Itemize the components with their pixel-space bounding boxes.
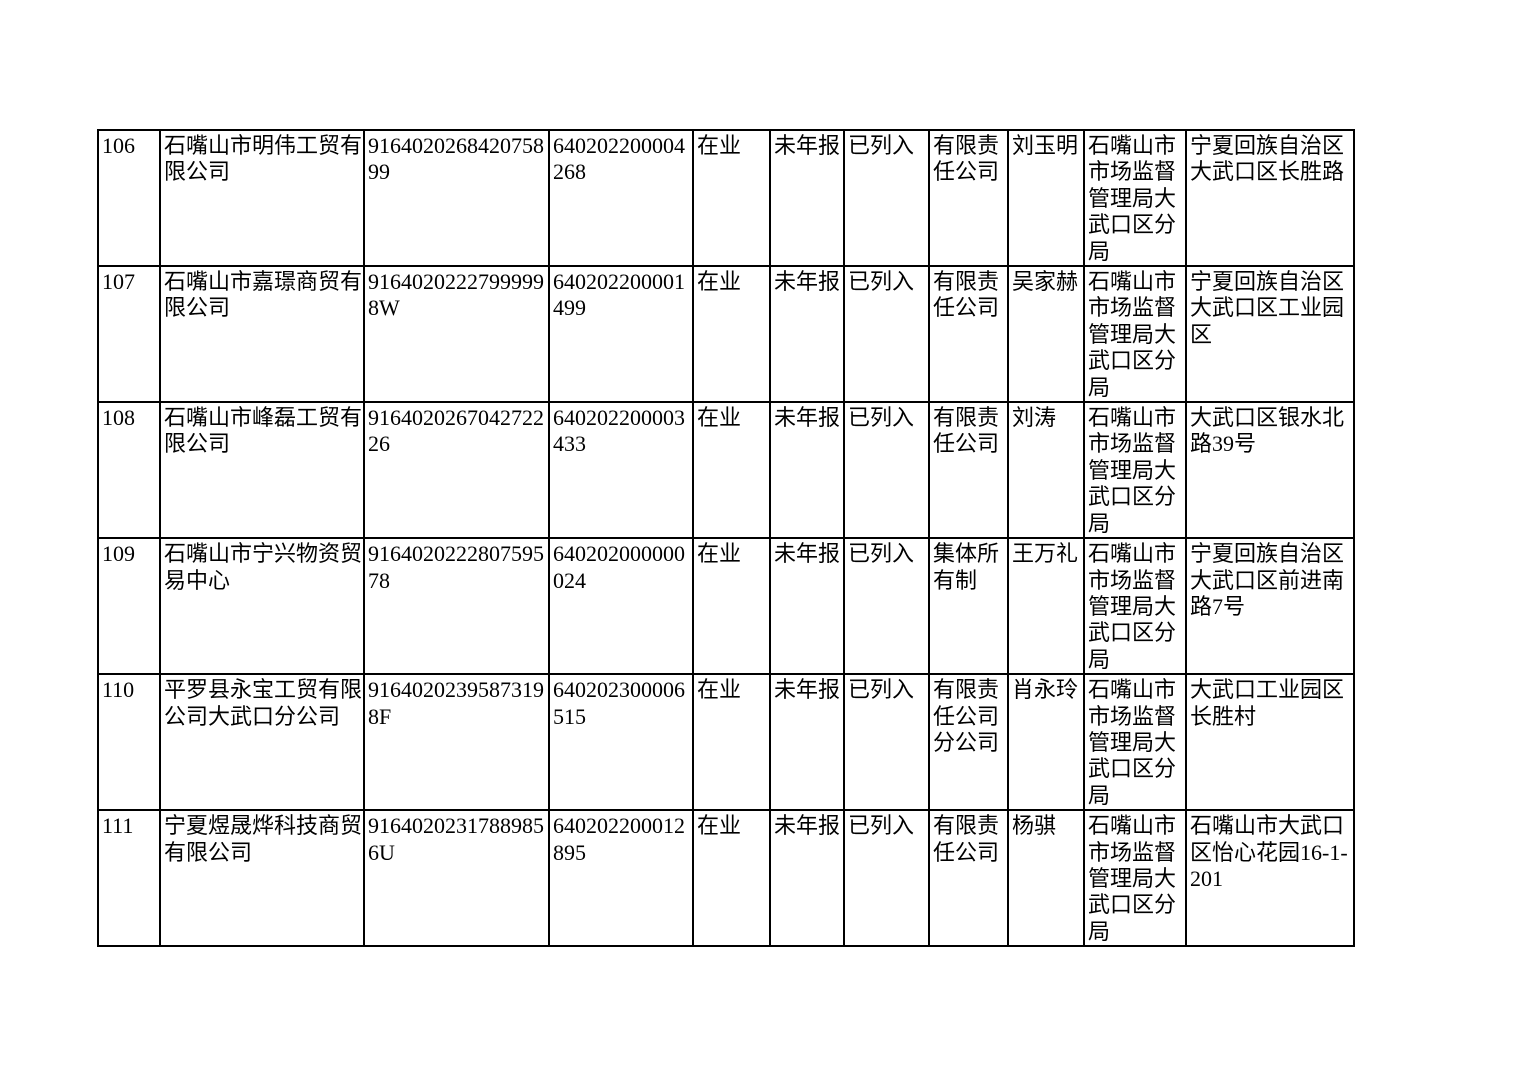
cell-company-type: 集体所有制 <box>928 537 1009 676</box>
cell-registration-number: 640202200003433 <box>548 401 694 540</box>
cell-legal-representative: 刘玉明 <box>1007 128 1085 268</box>
cell-operating-status: 在业 <box>692 537 771 676</box>
cell-unified-social-credit-code: 916402022280759578 <box>363 537 550 676</box>
cell-unified-social-credit-code: 91640202395873198F <box>363 673 550 812</box>
cell-company-type: 有限责任公司分公司 <box>928 673 1009 812</box>
cell-registration-authority: 石嘴山市市场监督管理局大武口区分局 <box>1083 809 1187 948</box>
cell-legal-representative: 刘涛 <box>1007 401 1085 540</box>
cell-company-name: 石嘴山市嘉璟商贸有限公司 <box>159 265 365 404</box>
cell-unified-social-credit-code: 916402026842075899 <box>363 128 550 268</box>
cell-company-type: 有限责任公司 <box>928 401 1009 540</box>
cell-address: 大武口工业园区长胜村 <box>1185 673 1355 812</box>
cell-registration-number: 640202300006515 <box>548 673 694 812</box>
cell-row-index: 109 <box>97 537 161 676</box>
cell-unified-social-credit-code: 916402026704272226 <box>363 401 550 540</box>
cell-operating-status: 在业 <box>692 265 771 404</box>
cell-annual-report-status: 未年报 <box>769 401 845 540</box>
cell-row-index: 106 <box>97 128 161 268</box>
cell-company-name: 石嘴山市峰磊工贸有限公司 <box>159 401 365 540</box>
cell-unified-social-credit-code: 91640202317889856U <box>363 809 550 948</box>
cell-company-name: 石嘴山市宁兴物资贸易中心 <box>159 537 365 676</box>
cell-legal-representative: 吴家赫 <box>1007 265 1085 404</box>
cell-operating-status: 在业 <box>692 128 771 268</box>
cell-address: 宁夏回族自治区大武口区长胜路 <box>1185 128 1355 268</box>
table-row: 106 石嘴山市明伟工贸有限公司 916402026842075899 6402022… <box>97 128 1355 268</box>
cell-registration-authority: 石嘴山市市场监督管理局大武口区分局 <box>1083 673 1187 812</box>
cell-registration-number: 640202200012895 <box>548 809 694 948</box>
cell-address: 石嘴山市大武口区怡心花园16-1-201 <box>1185 809 1355 948</box>
cell-inclusion-status: 已列入 <box>843 673 930 812</box>
table-row: 110 平罗县永宝工贸有限公司大武口分公司 91640202395873198F 64… <box>97 673 1355 812</box>
cell-row-index: 107 <box>97 265 161 404</box>
cell-legal-representative: 杨骐 <box>1007 809 1085 948</box>
cell-inclusion-status: 已列入 <box>843 401 930 540</box>
cell-inclusion-status: 已列入 <box>843 809 930 948</box>
cell-company-type: 有限责任公司 <box>928 265 1009 404</box>
table-row: 111 宁夏煜晟烨科技商贸有限公司 91640202317889856U 640202… <box>97 809 1355 948</box>
table-row: 109 石嘴山市宁兴物资贸易中心 916402022280759578 6402020… <box>97 537 1355 676</box>
cell-legal-representative: 王万礼 <box>1007 537 1085 676</box>
table-row: 108 石嘴山市峰磊工贸有限公司 916402026704272226 6402022… <box>97 401 1355 540</box>
cell-address: 大武口区银水北路39号 <box>1185 401 1355 540</box>
cell-operating-status: 在业 <box>692 401 771 540</box>
cell-registration-authority: 石嘴山市市场监督管理局大武口区分局 <box>1083 128 1187 268</box>
cell-annual-report-status: 未年报 <box>769 537 845 676</box>
cell-operating-status: 在业 <box>692 673 771 812</box>
cell-row-index: 108 <box>97 401 161 540</box>
cell-inclusion-status: 已列入 <box>843 128 930 268</box>
cell-registration-authority: 石嘴山市市场监督管理局大武口区分局 <box>1083 265 1187 404</box>
cell-inclusion-status: 已列入 <box>843 265 930 404</box>
cell-row-index: 110 <box>97 673 161 812</box>
cell-annual-report-status: 未年报 <box>769 673 845 812</box>
cell-legal-representative: 肖永玲 <box>1007 673 1085 812</box>
cell-company-name: 石嘴山市明伟工贸有限公司 <box>159 128 365 268</box>
cell-annual-report-status: 未年报 <box>769 128 845 268</box>
cell-unified-social-credit-code: 91640202227999998W <box>363 265 550 404</box>
cell-registration-authority: 石嘴山市市场监督管理局大武口区分局 <box>1083 401 1187 540</box>
cell-row-index: 111 <box>97 809 161 948</box>
cell-operating-status: 在业 <box>692 809 771 948</box>
cell-inclusion-status: 已列入 <box>843 537 930 676</box>
company-registry-table: 106 石嘴山市明伟工贸有限公司 916402026842075899 6402022… <box>97 128 1355 948</box>
cell-address: 宁夏回族自治区大武口区工业园区 <box>1185 265 1355 404</box>
cell-annual-report-status: 未年报 <box>769 265 845 404</box>
cell-registration-number: 640202200004268 <box>548 128 694 268</box>
cell-company-type: 有限责任公司 <box>928 128 1009 268</box>
cell-registration-number: 640202200001499 <box>548 265 694 404</box>
cell-company-name: 平罗县永宝工贸有限公司大武口分公司 <box>159 673 365 812</box>
table-row: 107 石嘴山市嘉璟商贸有限公司 91640202227999998W 6402022… <box>97 265 1355 404</box>
cell-registration-authority: 石嘴山市市场监督管理局大武口区分局 <box>1083 537 1187 676</box>
cell-company-type: 有限责任公司 <box>928 809 1009 948</box>
cell-annual-report-status: 未年报 <box>769 809 845 948</box>
cell-address: 宁夏回族自治区大武口区前进南路7号 <box>1185 537 1355 676</box>
cell-registration-number: 640202000000024 <box>548 537 694 676</box>
cell-company-name: 宁夏煜晟烨科技商贸有限公司 <box>159 809 365 948</box>
